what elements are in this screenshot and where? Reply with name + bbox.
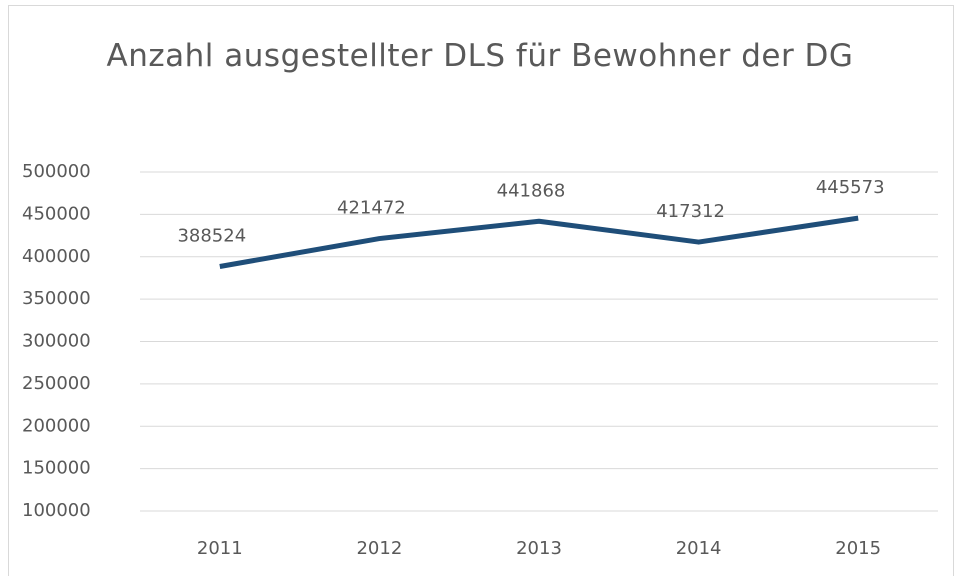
y-tick-label: 200000 — [22, 415, 91, 436]
x-tick-label: 2014 — [676, 538, 722, 559]
y-tick-label: 150000 — [22, 458, 91, 479]
chart-border — [8, 5, 954, 576]
data-label: 441868 — [497, 180, 566, 201]
data-label: 388524 — [177, 225, 246, 246]
y-tick-label: 450000 — [22, 203, 91, 224]
data-line — [219, 215, 859, 269]
data-label: 417312 — [656, 201, 725, 222]
data-label: 421472 — [337, 198, 406, 219]
y-tick-label: 400000 — [22, 246, 91, 267]
y-tick-label: 300000 — [22, 331, 91, 352]
y-tick-label: 500000 — [22, 161, 91, 182]
y-tick-label: 350000 — [22, 288, 91, 309]
chart-title: Anzahl ausgestellter DLS für Bewohner de… — [106, 38, 854, 74]
x-tick-label: 2015 — [835, 538, 881, 559]
x-tick-label: 2012 — [356, 538, 402, 559]
x-tick-label: 2011 — [197, 538, 243, 559]
y-tick-label: 100000 — [22, 500, 91, 521]
y-tick-label: 250000 — [22, 373, 91, 394]
data-label: 445573 — [816, 177, 885, 198]
x-tick-label: 2013 — [516, 538, 562, 559]
